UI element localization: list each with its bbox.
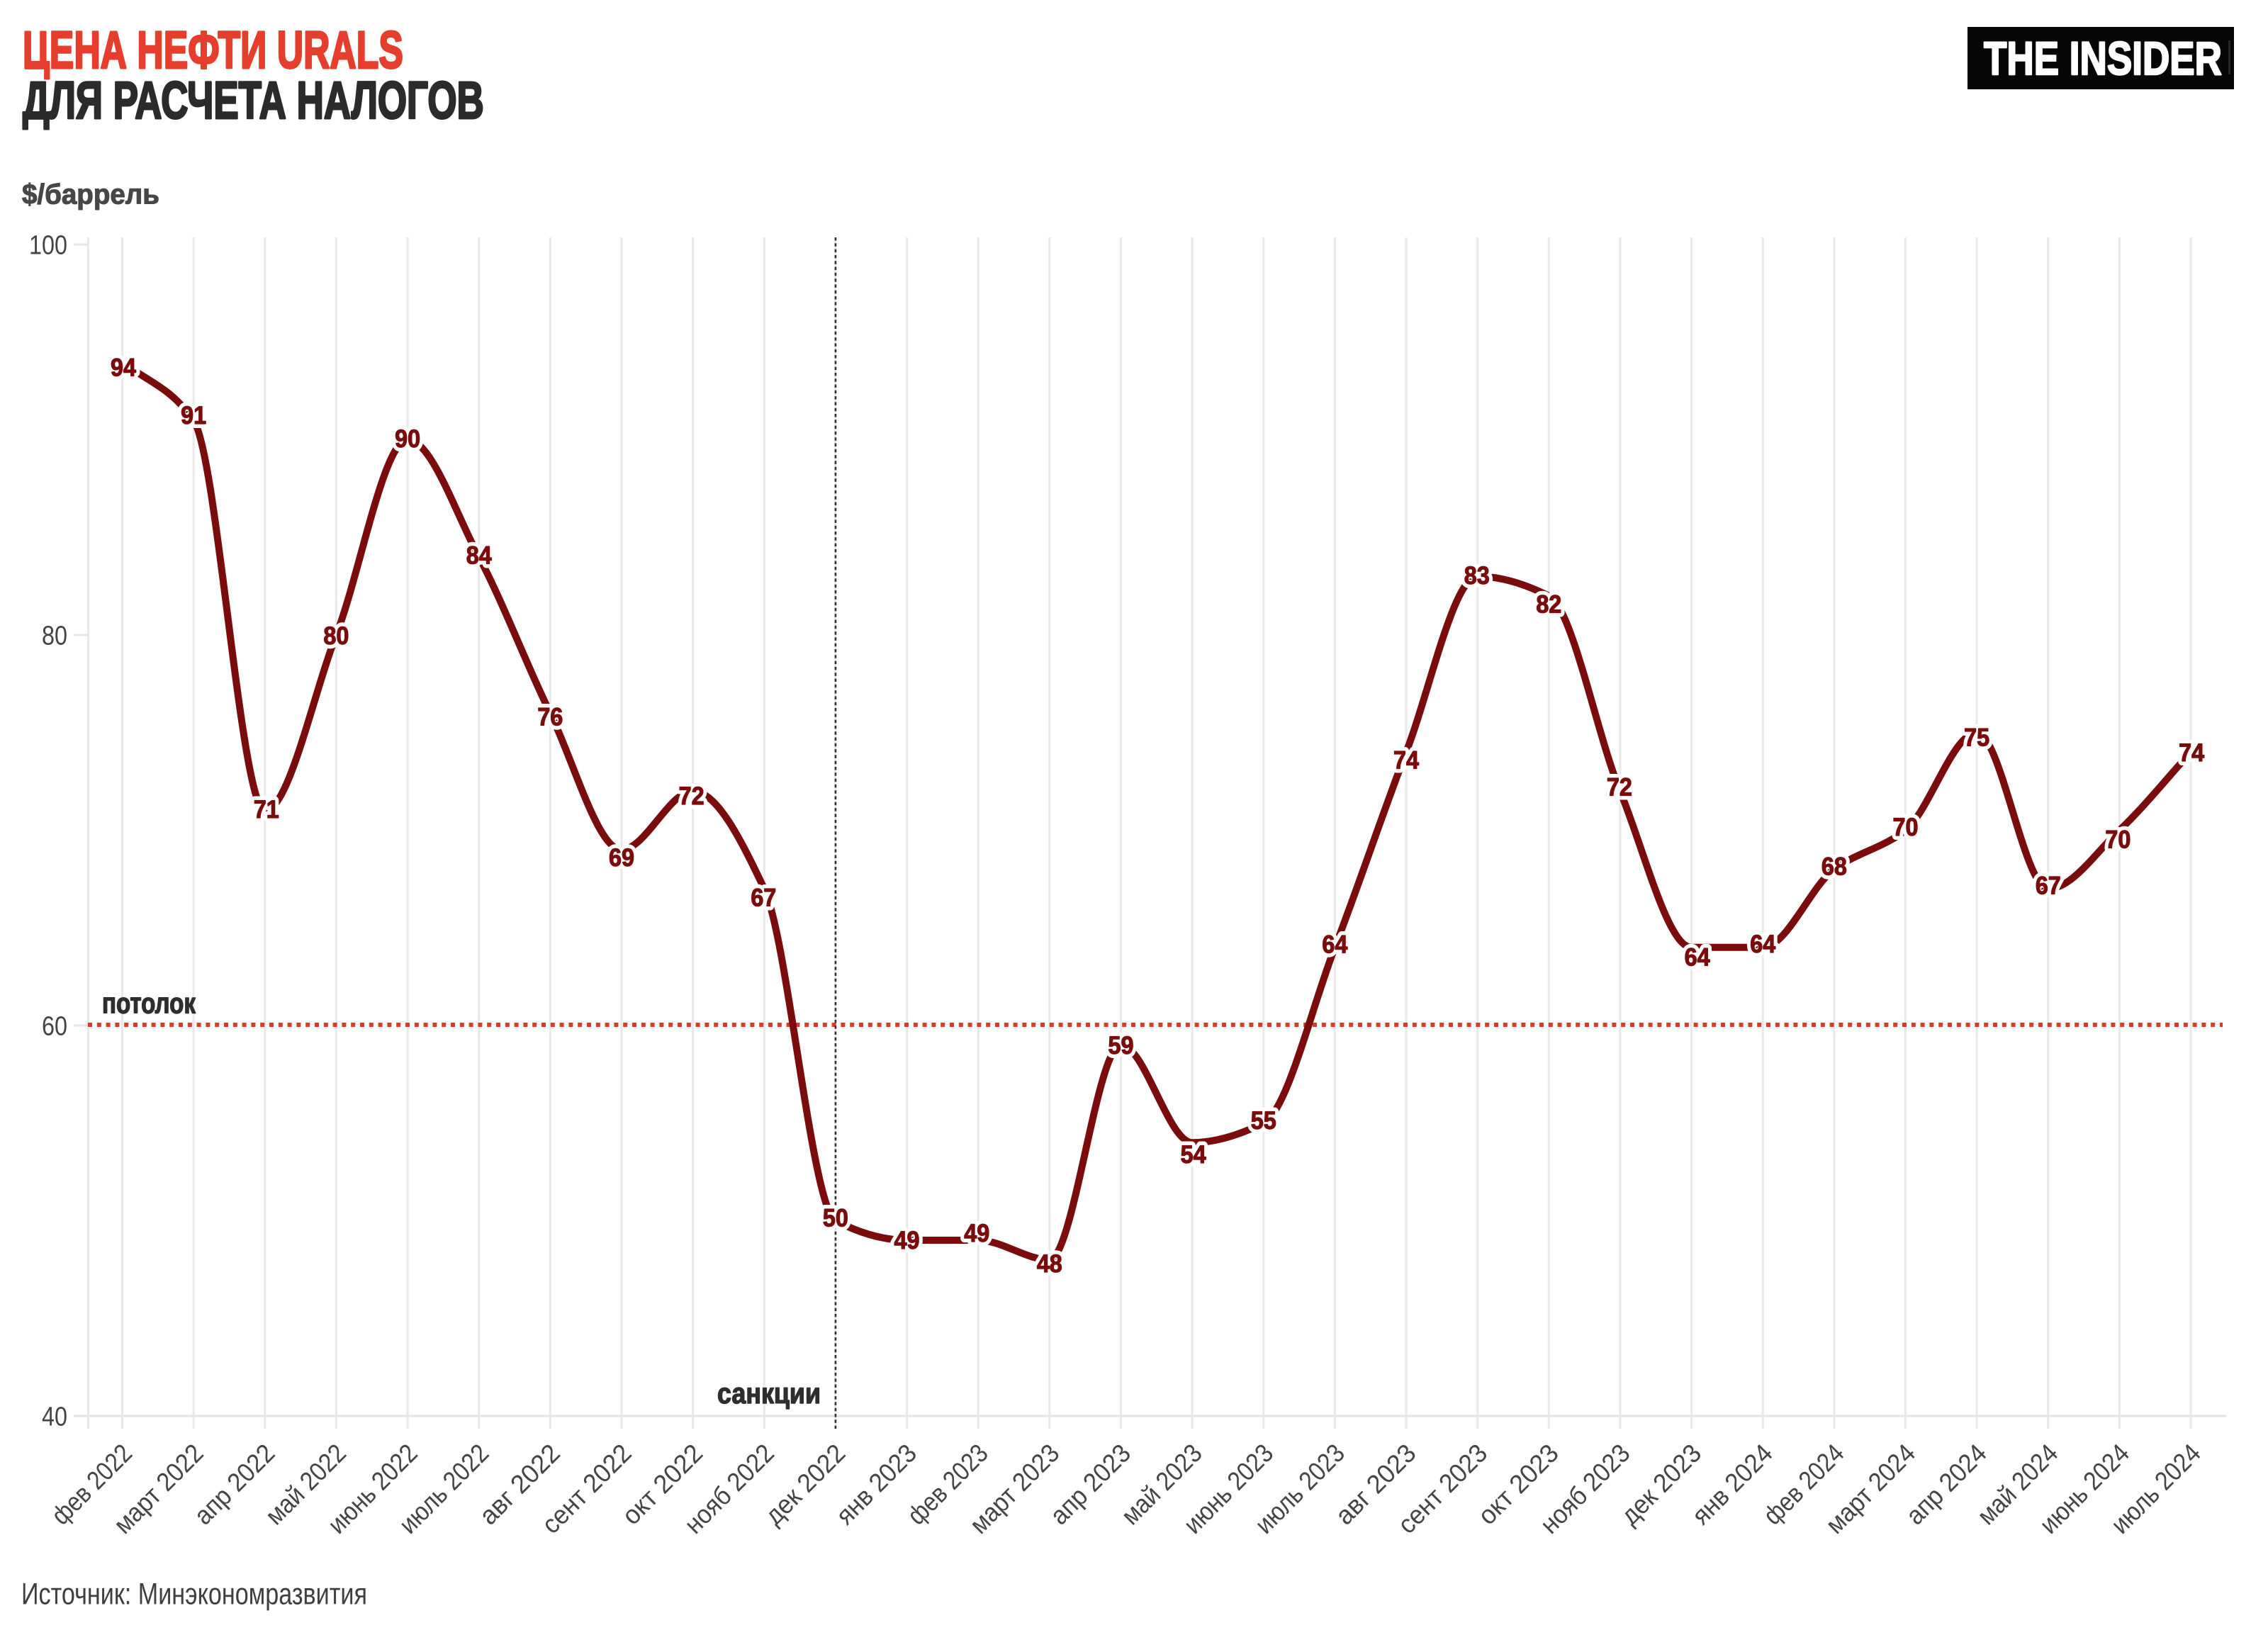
svg-text:50: 50 [823,1205,848,1232]
svg-text:49: 49 [964,1220,989,1247]
svg-text:82: 82 [1536,590,1561,618]
svg-text:72: 72 [1607,773,1632,801]
svg-text:потолок: потолок [102,987,196,1019]
svg-text:70: 70 [1893,814,1919,841]
svg-text:82: 82 [1536,590,1561,618]
svg-text:64: 64 [1685,943,1710,971]
svg-text:71: 71 [254,796,279,824]
svg-text:68: 68 [1821,853,1847,880]
svg-text:74: 74 [2179,739,2204,767]
svg-text:91: 91 [181,402,206,429]
svg-text:72: 72 [679,782,704,810]
svg-text:72: 72 [1607,773,1632,801]
svg-text:100: 100 [29,230,67,260]
svg-text:санкции: санкции [717,1378,821,1410]
svg-text:72: 72 [679,782,704,810]
svg-text:59: 59 [1108,1032,1134,1060]
svg-text:70: 70 [1893,814,1919,841]
svg-text:64: 64 [1322,931,1347,958]
svg-text:Источник: Минэкономразвития: Источник: Минэкономразвития [21,1578,367,1612]
svg-text:74: 74 [1393,746,1419,774]
svg-text:80: 80 [42,621,67,651]
svg-text:76: 76 [537,703,563,731]
svg-text:55: 55 [1251,1107,1276,1135]
svg-text:50: 50 [823,1205,848,1232]
svg-text:84: 84 [466,541,492,569]
svg-text:90: 90 [395,425,420,453]
svg-text:54: 54 [1181,1141,1206,1169]
svg-text:67: 67 [2036,872,2061,899]
svg-text:$/баррель: $/баррель [22,179,159,210]
svg-text:64: 64 [1750,931,1775,958]
svg-text:80: 80 [323,622,349,650]
svg-text:64: 64 [1322,931,1347,958]
svg-text:71: 71 [254,796,279,824]
svg-text:67: 67 [751,884,776,911]
svg-text:64: 64 [1685,943,1710,971]
svg-text:64: 64 [1750,931,1775,958]
svg-text:40: 40 [42,1402,67,1432]
svg-text:ЦЕНА НЕФТИ URALS: ЦЕНА НЕФТИ URALS [23,21,403,79]
svg-text:69: 69 [609,844,634,872]
svg-text:49: 49 [894,1227,920,1254]
svg-text:83: 83 [1464,562,1490,590]
svg-text:49: 49 [964,1220,989,1247]
svg-text:54: 54 [1181,1141,1206,1169]
svg-text:59: 59 [1108,1032,1134,1060]
svg-text:74: 74 [2179,739,2204,767]
svg-text:THE INSIDER: THE INSIDER [1984,32,2222,84]
svg-text:74: 74 [1393,746,1419,774]
svg-text:48: 48 [1037,1250,1062,1278]
svg-text:60: 60 [42,1011,67,1041]
svg-text:83: 83 [1464,562,1490,590]
svg-text:49: 49 [894,1227,920,1254]
svg-text:68: 68 [1821,853,1847,880]
svg-text:76: 76 [537,703,563,731]
svg-text:67: 67 [2036,872,2061,899]
svg-text:94: 94 [111,354,136,381]
svg-text:70: 70 [2105,826,2131,854]
svg-text:94: 94 [111,354,136,381]
svg-text:91: 91 [181,402,206,429]
svg-text:69: 69 [609,844,634,872]
svg-text:90: 90 [395,425,420,453]
svg-text:55: 55 [1251,1107,1276,1135]
svg-text:70: 70 [2105,826,2131,854]
svg-text:67: 67 [751,884,776,911]
svg-text:80: 80 [323,622,349,650]
svg-text:84: 84 [466,541,492,569]
svg-text:48: 48 [1037,1250,1062,1278]
svg-text:75: 75 [1964,724,1989,751]
svg-text:75: 75 [1964,724,1989,751]
svg-text:ДЛЯ РАСЧЕТА НАЛОГОВ: ДЛЯ РАСЧЕТА НАЛОГОВ [23,71,484,130]
